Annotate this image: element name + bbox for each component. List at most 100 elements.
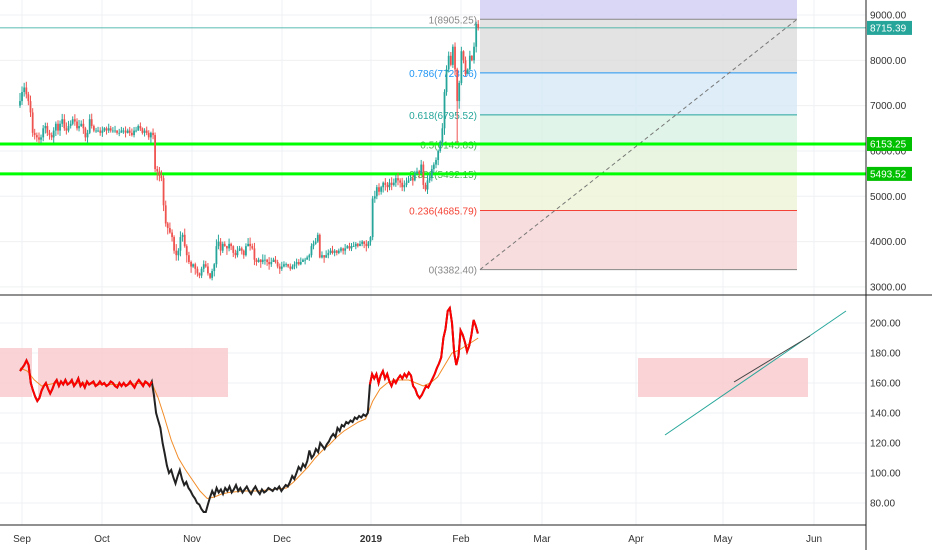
candle-body	[321, 255, 323, 258]
fib-level-label: 0.786(7723.36)	[409, 69, 477, 80]
price-badge-label: 5493.52	[870, 169, 907, 180]
candle-body	[190, 261, 192, 267]
candle-body	[329, 250, 332, 253]
candle-body	[335, 250, 338, 253]
candle-body	[171, 232, 173, 238]
candle-body	[196, 268, 199, 274]
price-tick-label: 9000.00	[870, 11, 907, 22]
candle-body	[63, 119, 66, 129]
candle-body	[340, 248, 342, 251]
candle-body	[25, 87, 28, 95]
candle-body	[295, 261, 298, 265]
fib-band	[480, 144, 797, 174]
candle-body	[73, 119, 76, 122]
price-tick-label: 5000.00	[870, 192, 907, 203]
oscillator-tick-label: 120.00	[870, 439, 901, 450]
oscillator-axis[interactable]: 200.00 180.00 160.00 140.00 120.00 100.00 80.0…	[870, 319, 901, 510]
candle-body	[312, 243, 315, 247]
candle-body	[462, 51, 465, 61]
horizontal-lines[interactable]	[0, 27, 866, 176]
time-tick-label: 2019	[360, 534, 383, 545]
candle-body	[78, 126, 80, 129]
price-badge	[867, 137, 912, 152]
candle-body	[468, 55, 471, 70]
candle-body	[424, 184, 427, 190]
candle-body	[162, 178, 165, 206]
candle-body	[137, 126, 140, 131]
candle-body	[111, 130, 114, 132]
fibonacci-retracement[interactable]: 1(8905.25) 0.786(7723.36) 0.618(6795.52) 0.…	[409, 0, 798, 277]
candle-body	[473, 46, 475, 61]
candle-body	[33, 132, 36, 136]
candle-body	[177, 250, 180, 256]
highlight-zone	[38, 348, 228, 397]
oscillator-highlight-segment	[19, 358, 153, 403]
candle-body	[245, 246, 247, 256]
fib-level-label: 1(8905.25)	[429, 15, 477, 26]
candle-body	[293, 264, 296, 267]
candle-body	[209, 273, 211, 278]
candle-body	[278, 266, 281, 269]
oscillator-zones	[0, 348, 808, 397]
candle-body	[287, 264, 290, 267]
price-axis[interactable]: 9000.00 8000.00 7000.00 6000.00 5000.00 4000.…	[870, 11, 907, 294]
candle-body	[270, 261, 273, 265]
fib-level-label: 0.236(4685.79)	[409, 207, 477, 218]
candle-body	[390, 182, 393, 185]
highlight-zone	[638, 358, 808, 397]
candle-body	[365, 243, 368, 247]
candle-body	[156, 169, 159, 172]
candle-body	[447, 55, 450, 70]
candle-body	[420, 164, 423, 174]
candle-body	[348, 246, 351, 249]
candle-body	[143, 130, 146, 133]
candle-body	[105, 128, 108, 131]
candle-body	[361, 241, 364, 244]
candle-body	[375, 187, 378, 197]
candle-body	[31, 112, 34, 133]
candle-body	[242, 250, 245, 256]
candle-body	[403, 184, 406, 188]
candle-body	[449, 55, 452, 65]
candle-body	[236, 250, 239, 256]
fib-band	[480, 0, 797, 20]
support-trend-line[interactable]	[733, 335, 811, 383]
candle-body	[65, 128, 68, 131]
time-axis[interactable]: Sep Oct Nov Dec 2019 Feb Mar Apr May Jun	[13, 534, 822, 545]
trend-line[interactable]	[664, 310, 847, 436]
candle-body	[276, 261, 279, 267]
candle-body	[441, 128, 444, 142]
fib-level-label: 0(3382.40)	[429, 266, 477, 277]
candle-body	[169, 228, 171, 233]
candle-body	[120, 130, 123, 133]
candle-body	[21, 92, 23, 102]
price-tick-label: 7000.00	[870, 101, 907, 112]
candle-body	[247, 243, 249, 247]
price-badge-label: 6153.25	[870, 140, 907, 151]
candle-body	[399, 180, 402, 183]
candle-body	[29, 101, 32, 113]
candle-body	[255, 259, 258, 262]
candle-body	[160, 175, 163, 179]
time-tick-label: Oct	[94, 534, 110, 545]
candle-body	[264, 259, 266, 261]
time-tick-label: Apr	[628, 534, 644, 545]
candle-body	[154, 135, 156, 170]
candle-body	[458, 82, 461, 102]
time-tick-label: Dec	[273, 534, 291, 545]
candle-body	[107, 128, 110, 131]
candle-body	[69, 123, 72, 127]
candle-body	[352, 246, 355, 247]
candle-body	[54, 123, 57, 131]
candle-body	[297, 261, 300, 265]
candle-body	[84, 128, 87, 138]
candle-body	[439, 141, 442, 151]
fib-trend-line[interactable]	[479, 18, 798, 271]
candle-body	[223, 243, 226, 247]
candle-body	[327, 252, 330, 256]
candle-body	[57, 123, 59, 131]
candle-body	[350, 246, 353, 249]
candle-body	[88, 119, 91, 133]
candle-body	[456, 69, 459, 102]
